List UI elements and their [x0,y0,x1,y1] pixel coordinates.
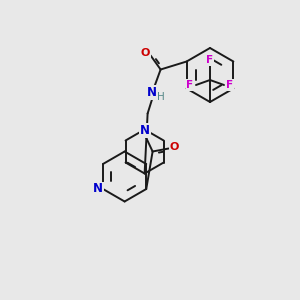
Text: N: N [147,86,157,99]
Text: F: F [206,55,214,65]
Text: N: N [140,124,150,137]
Text: O: O [170,142,179,152]
Text: O: O [141,49,150,58]
Text: N: N [93,182,103,196]
Text: H: H [157,92,164,101]
Text: F: F [186,80,194,90]
Text: F: F [226,80,234,90]
